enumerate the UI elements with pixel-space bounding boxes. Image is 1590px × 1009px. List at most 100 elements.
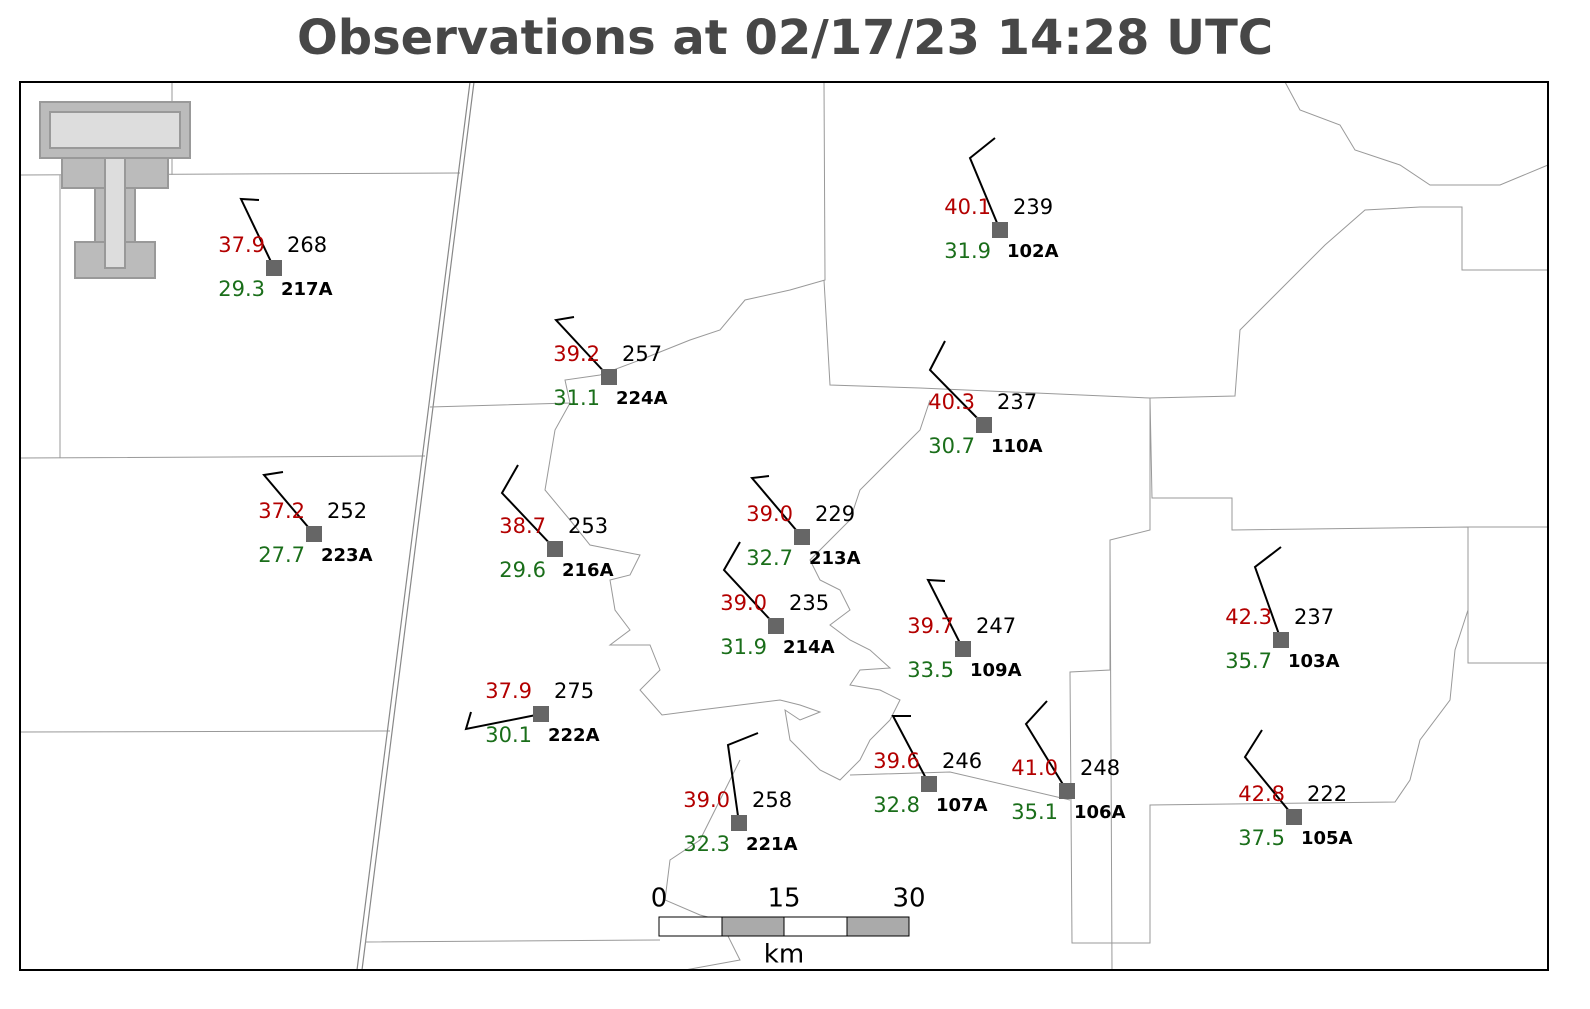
temperature: 42.8 [1238,782,1285,806]
dewpoint: 35.7 [1225,649,1272,673]
wind-barb [239,197,275,269]
temperature: 39.0 [746,502,793,526]
temperature: 37.9 [485,679,532,703]
station-value: 235 [789,591,829,615]
station-id: 217A [281,279,333,300]
dewpoint: 32.3 [683,832,730,856]
temperature: 39.7 [907,614,954,638]
wind-barb [750,475,803,538]
temperature: 39.0 [683,788,730,812]
station-marker [306,526,322,542]
station-marker [1273,632,1289,648]
station-marker [768,618,784,634]
station-marker [1286,809,1302,825]
temperature: 40.1 [944,195,991,219]
dewpoint: 35.1 [1011,800,1058,824]
station-marker [1059,783,1075,799]
station-id: 106A [1074,802,1126,823]
scale-label: 15 [767,884,800,914]
wind-barb [500,464,556,550]
wind-barb [926,578,964,650]
scale-label: 0 [651,884,668,914]
station-marker [921,776,937,792]
station-marker [794,529,810,545]
station-marker [731,815,747,831]
temperature: 38.7 [499,514,546,538]
station-value: 257 [622,342,662,366]
station-value: 268 [287,233,327,257]
station-marker [547,541,563,557]
boundaries [19,81,1549,971]
station-value: 248 [1080,756,1120,780]
wind-barb [464,711,542,731]
station-id: 221A [746,834,798,855]
temperature: 39.6 [873,749,920,773]
station-id: 103A [1288,651,1340,672]
dewpoint: 29.3 [218,277,265,301]
dewpoint: 37.5 [1238,826,1285,850]
wind-barb [891,715,930,785]
station-id: 224A [616,388,668,409]
wind-barb [726,732,759,824]
station-id: 107A [936,795,988,816]
dewpoint: 31.9 [944,239,991,263]
scale-bar: 0 15 30 km [651,884,926,970]
temperature: 41.0 [1011,756,1058,780]
dewpoint: 30.1 [485,723,532,747]
station-value: 252 [327,499,367,523]
station-value: 258 [752,788,792,812]
station-id: 214A [783,637,835,658]
wind-barb [968,137,1001,231]
station-marker [533,706,549,722]
station-value: 247 [976,614,1016,638]
temperature: 37.9 [218,233,265,257]
title: Observations at 02/17/23 14:28 UTC [297,10,1273,66]
station-value: 246 [942,749,982,773]
station-value: 275 [554,679,594,703]
temperature: 37.2 [258,499,305,523]
station-marker [955,641,971,657]
scale-unit: km [764,940,804,970]
dewpoint: 31.1 [553,386,600,410]
logo [39,101,191,279]
map-frame [19,81,1549,971]
station-id: 102A [1007,241,1059,262]
temperature: 39.2 [553,342,600,366]
station-id: 105A [1301,828,1353,849]
station-id: 222A [548,725,600,746]
station-value: 222 [1307,782,1347,806]
station-marker [976,417,992,433]
dewpoint: 29.6 [499,558,546,582]
station-value: 253 [568,514,608,538]
station-id: 223A [321,545,373,566]
station-value: 237 [1294,605,1334,629]
wind-barb [554,316,610,378]
stations: 37.9 29.3 268 217A 39.2 31.1 257 224A 37.2 27.7 25… [218,137,1353,856]
station-marker [266,260,282,276]
dewpoint: 33.5 [907,658,954,682]
dewpoint: 32.7 [746,546,793,570]
wind-barb [1243,729,1295,818]
scale-label: 30 [892,884,925,914]
wind-barb [928,340,985,426]
station-value: 229 [815,502,855,526]
wind-barb [262,471,315,535]
station-id: 109A [970,660,1022,681]
station-id: 213A [809,548,861,569]
dewpoint: 32.8 [873,793,920,817]
temperature: 40.3 [928,390,975,414]
wind-barb [1024,700,1068,792]
temperature: 42.3 [1225,605,1272,629]
wind-barb [722,541,777,627]
dewpoint: 30.7 [928,434,975,458]
station-value: 237 [997,390,1037,414]
temperature: 39.0 [720,591,767,615]
station-marker [601,369,617,385]
station-marker [992,222,1008,238]
wind-barb [1253,546,1282,641]
dewpoint: 31.9 [720,635,767,659]
dewpoint: 27.7 [258,543,305,567]
station-id: 110A [991,436,1043,457]
station-value: 239 [1013,195,1053,219]
